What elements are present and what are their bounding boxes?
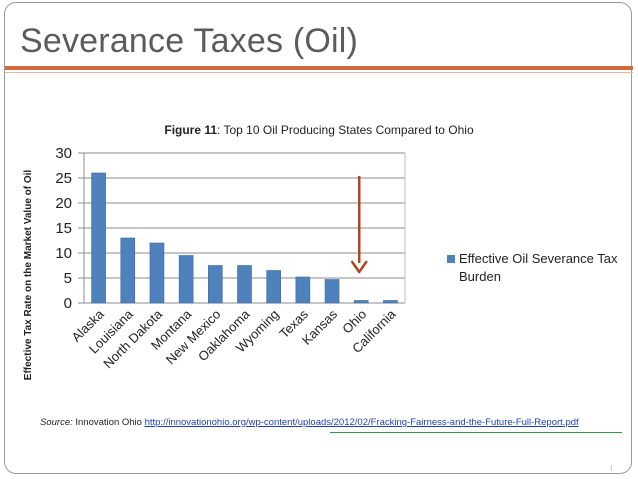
source-text: Innovation Ohio [72,417,145,428]
source-citation: Source: Innovation Ohio http://innovatio… [40,417,579,428]
y-tick-label: 5 [64,270,72,287]
slide-frame [4,2,632,474]
bar-kansas [324,279,340,304]
legend: Effective Oil Severance Tax Burden [447,250,622,286]
bar-oaklahoma [237,265,252,304]
slide-corner-mark [611,465,618,471]
ohio-arrow [350,176,368,274]
arrow-head [350,260,368,274]
legend-swatch [447,255,455,263]
title-underline [5,66,633,70]
bar-louisiana [120,237,136,304]
y-tick-labels: 0 5 10 15 20 25 30 [55,145,72,312]
legend-label: Effective Oil Severance Tax Burden [459,251,618,284]
chart-title-text: : Top 10 Oil Producing States Compared t… [217,123,474,137]
bar-montana [178,255,194,304]
bar-new-mexico [208,265,223,304]
y-tick-label: 25 [55,170,72,187]
chart-title: Figure 11: Top 10 Oil Producing States C… [0,123,638,137]
bar-texas [295,276,311,304]
y-tick-label: 20 [55,195,72,212]
source-underline [330,432,622,433]
chart-title-figure-number: Figure 11 [164,123,218,137]
y-tick-label: 15 [55,220,72,237]
y-tick-label: 10 [55,245,72,262]
y-tick-label: 30 [55,145,72,162]
y-tick-label: 0 [64,295,72,312]
bars [91,172,398,304]
slide-title: Severance Taxes (Oil) [20,22,359,60]
bar-california [383,300,398,304]
bar-wyoming [266,270,281,304]
title-underline-thin [5,72,633,73]
source-label: Source: [40,417,73,428]
source-link[interactable]: http://innovationohio.org/wp-content/upl… [144,417,579,428]
bar-alaska [91,172,106,304]
bar-ohio [353,300,369,304]
bar-north-dakota [149,242,165,304]
